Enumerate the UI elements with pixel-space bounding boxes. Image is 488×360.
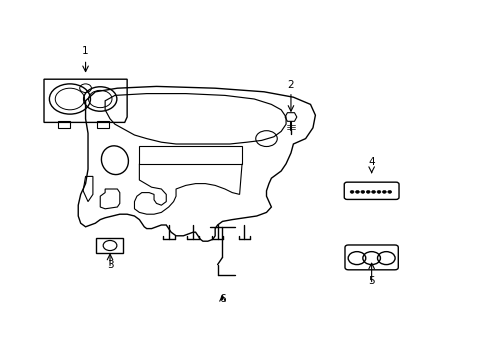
Text: 1: 1	[82, 46, 89, 56]
Text: 4: 4	[367, 157, 374, 167]
Circle shape	[371, 190, 375, 193]
Text: 6: 6	[219, 294, 225, 304]
Bar	[139, 146, 242, 164]
Text: 2: 2	[287, 80, 294, 90]
Circle shape	[355, 190, 359, 193]
Text: 3: 3	[106, 260, 113, 270]
Circle shape	[382, 190, 386, 193]
Circle shape	[376, 190, 380, 193]
Bar	[58, 121, 70, 128]
Bar	[97, 121, 109, 128]
Circle shape	[360, 190, 364, 193]
Circle shape	[349, 190, 353, 193]
Circle shape	[387, 190, 391, 193]
Circle shape	[366, 190, 369, 193]
Text: 5: 5	[367, 276, 374, 286]
Bar	[96, 238, 123, 253]
